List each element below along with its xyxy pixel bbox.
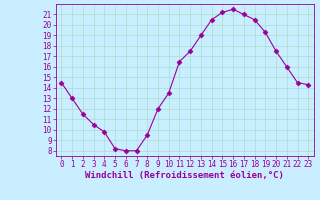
- X-axis label: Windchill (Refroidissement éolien,°C): Windchill (Refroidissement éolien,°C): [85, 171, 284, 180]
